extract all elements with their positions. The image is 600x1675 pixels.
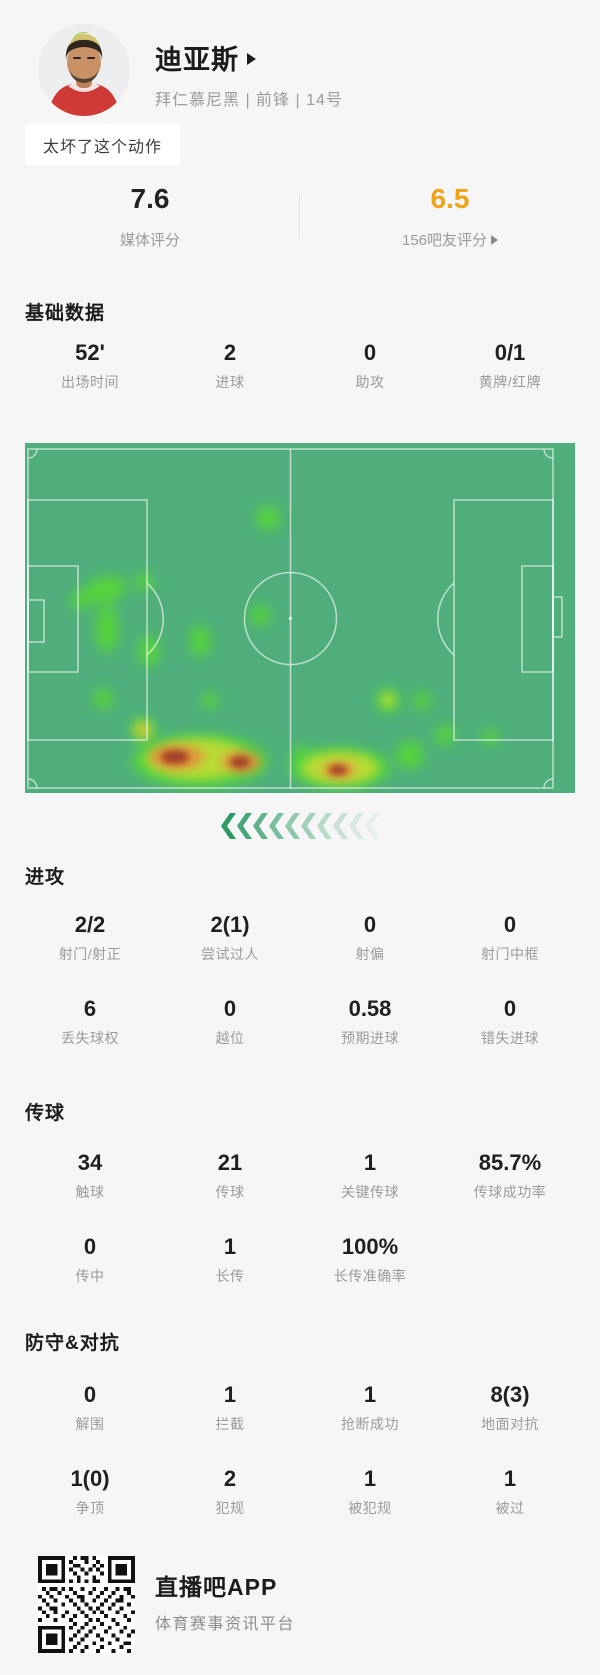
heat-layer-hot (161, 750, 347, 775)
fans-rating[interactable]: 6.5 156吧友评分 (300, 183, 600, 250)
app-tagline: 体育赛事资讯平台 (155, 1616, 296, 1633)
section-title-passing: 传球 (25, 1103, 66, 1124)
chevron-left-icon (301, 813, 316, 839)
section-title-attack: 进攻 (25, 867, 66, 888)
chevron-left-icon (221, 813, 236, 839)
stat-key-passes: 1 关键传球 (341, 1150, 399, 1200)
qr-code (38, 1556, 135, 1653)
stat-crosses: 0 传中 (75, 1234, 105, 1284)
stat-minutes: 52' 出场时间 (61, 340, 119, 390)
passing-stats-grid: 34 触球 21 传球 1 关键传球 85.7% 传球成功率 0 传中 1 长传 100% 长… (20, 1150, 580, 1285)
pitch-lines (27, 448, 563, 789)
chevron-left-icon (317, 813, 332, 839)
stat-dribbles: 2(1) 尝试过人 (201, 912, 259, 962)
stat-woodwork: 0 射门中框 (481, 912, 539, 962)
comment-tag[interactable]: 太坏了这个动作 (25, 124, 181, 166)
chevron-left-icon (349, 813, 364, 839)
attack-stats-grid: 2/2 射门/射正 2(1) 尝试过人 0 射偏 0 射门中框 6 丢失球权 0 越位 0.… (20, 912, 580, 1047)
defense-stats-grid: 0 解围 1 拦截 1 抢断成功 8(3) 地面对抗 1(0) 争顶 2 犯规 1 被犯规 1… (20, 1382, 580, 1517)
app-name: 直播吧APP (155, 1574, 278, 1600)
fans-rating-value: 6.5 (430, 183, 470, 214)
stat-touches: 34 触球 (75, 1150, 105, 1200)
player-name: 迪亚斯 (155, 45, 239, 75)
stat-was-fouled: 1 被犯规 (348, 1466, 392, 1516)
stat-offsides: 0 越位 (215, 996, 245, 1046)
stat-ground-duels: 8(3) 地面对抗 (481, 1382, 539, 1432)
pitch-heatmap (25, 443, 575, 793)
stat-long-balls: 1 长传 (215, 1234, 245, 1284)
qr-code-image (38, 1556, 135, 1653)
stat-passes: 21 传球 (215, 1150, 245, 1200)
stat-big-chances-missed: 0 错失进球 (481, 996, 539, 1046)
chevron-left-icon (333, 813, 348, 839)
stat-aerial-duels: 1(0) 争顶 (70, 1466, 110, 1516)
stat-cards: 0/1 黄牌/红牌 (478, 340, 542, 390)
player-name-row[interactable]: 迪亚斯 (155, 38, 256, 77)
stat-shots: 2/2 射门/射正 (58, 912, 122, 962)
stat-clearances: 0 解围 (75, 1382, 105, 1432)
player-avatar[interactable] (38, 24, 130, 116)
stat-shots-off: 0 射偏 (355, 912, 385, 962)
chevron-left-icon (285, 813, 300, 839)
fans-rating-label[interactable]: 156吧友评分 (402, 229, 499, 250)
chevron-right-icon (491, 234, 499, 245)
heat-layer-warm (134, 693, 395, 784)
basic-stats-grid: 52' 出场时间 2 进球 0 助攻 0/1 黄牌/红牌 (20, 340, 580, 391)
media-rating-value: 7.6 (130, 183, 170, 214)
chevron-left-icon (237, 813, 252, 839)
chevron-right-icon (247, 53, 256, 65)
attack-direction-arrows (221, 813, 380, 839)
ratings-divider (299, 193, 300, 237)
heatmap (25, 443, 575, 793)
media-rating-label: 媒体评分 (119, 232, 180, 249)
stat-possession-lost: 6 丢失球权 (61, 996, 119, 1046)
stat-fouls: 2 犯规 (215, 1466, 245, 1516)
chevron-left-icon (365, 813, 380, 839)
stat-assists: 0 助攻 (355, 340, 385, 390)
stat-pass-accuracy: 85.7% 传球成功率 (473, 1150, 547, 1200)
stat-xg: 0.58 预期进球 (341, 996, 399, 1046)
ratings-row: 7.6 媒体评分 6.5 156吧友评分 (0, 183, 600, 250)
player-meta: 拜仁慕尼黑 | 前锋 | 14号 (155, 92, 343, 109)
player-photo (38, 24, 130, 116)
stat-dribbled-past: 1 被过 (495, 1466, 525, 1516)
media-rating: 7.6 媒体评分 (0, 183, 300, 250)
stat-interceptions: 1 拦截 (215, 1382, 245, 1432)
section-title-basic: 基础数据 (25, 303, 106, 324)
section-title-defense: 防守&对抗 (25, 1333, 120, 1354)
stat-goals: 2 进球 (215, 340, 245, 390)
stat-tackles-won: 1 抢断成功 (341, 1382, 399, 1432)
chevron-left-icon (253, 813, 268, 839)
chevron-left-icon (269, 813, 284, 839)
stat-long-ball-accuracy: 100% 长传准确率 (333, 1234, 407, 1284)
